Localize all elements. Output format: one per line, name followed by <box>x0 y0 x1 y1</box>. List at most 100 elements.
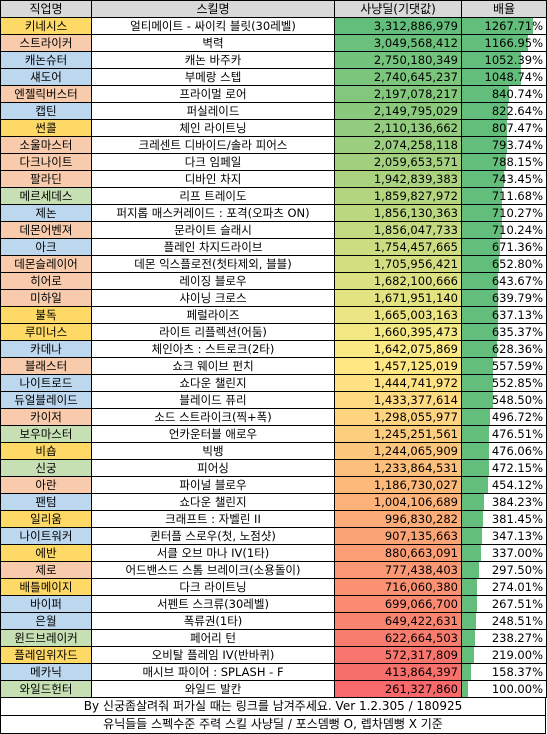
job-name: 나이트워커 <box>0 527 92 545</box>
ratio-bar <box>462 681 468 697</box>
ratio-cell: 793.74% <box>461 136 547 154</box>
ratio-value: 807.47% <box>491 121 543 135</box>
skill-name: 언카운터블 애로우 <box>91 425 335 443</box>
ratio-cell: 639.79% <box>461 289 547 307</box>
skill-name: 쇼크 웨이브 펀치 <box>91 357 335 375</box>
damage-value: 649,422,631 <box>334 612 462 630</box>
damage-value: 1,942,839,383 <box>334 170 462 188</box>
ratio-bar <box>462 35 528 51</box>
ratio-value: 274.01% <box>491 580 543 594</box>
damage-value: 1,856,130,363 <box>334 204 462 222</box>
ratio-bar <box>462 154 507 170</box>
job-name: 썬콜 <box>0 119 92 137</box>
damage-value: 1,433,377,614 <box>334 391 462 409</box>
ratio-bar <box>462 664 471 680</box>
job-name: 팔라딘 <box>0 170 92 188</box>
ratio-value: 100.00% <box>491 682 543 696</box>
job-name: 윈드브레이커 <box>0 629 92 647</box>
damage-value: 1,859,827,972 <box>334 187 462 205</box>
job-name: 키네시스 <box>0 17 92 35</box>
skill-name: 크레센트 디바이드/솔라 피어스 <box>91 136 335 154</box>
ratio-value: 472.15% <box>491 461 543 475</box>
ratio-cell: 652.80% <box>461 255 547 273</box>
damage-value: 699,066,700 <box>334 595 462 613</box>
table-row: 데몬어벤져 문라이트 슬래시 1,856,047,733 710.24% <box>0 221 547 239</box>
table-row: 제로 어드밴스드 스톰 브레이크(소용돌이) 777,438,403 297.50% <box>0 561 547 579</box>
job-name: 엔젤릭버스터 <box>0 85 92 103</box>
ratio-cell: 100.00% <box>461 680 547 698</box>
table-row: 신궁 피어싱 1,233,864,531 472.15% <box>0 459 547 477</box>
ratio-bar <box>462 613 476 629</box>
ratio-cell: 628.36% <box>461 340 547 358</box>
ratio-cell: 248.51% <box>461 612 547 630</box>
ratio-value: 381.45% <box>491 512 543 526</box>
ratio-bar <box>462 596 478 612</box>
ratio-value: 822.64% <box>491 104 543 118</box>
ratio-bar <box>462 392 493 408</box>
job-name: 캐논슈터 <box>0 51 92 69</box>
skill-name: 크래프트 : 자벨린 II <box>91 510 335 528</box>
ratio-value: 476.06% <box>491 444 543 458</box>
ratio-value: 840.74% <box>491 87 543 101</box>
damage-value: 1,705,956,421 <box>334 255 462 273</box>
ratio-cell: 822.64% <box>461 102 547 120</box>
job-name: 미하일 <box>0 289 92 307</box>
ratio-bar <box>462 222 502 238</box>
ratio-value: 297.50% <box>491 563 543 577</box>
ratio-value: 158.37% <box>491 665 543 679</box>
ratio-bar <box>462 341 498 357</box>
ratio-cell: 710.24% <box>461 221 547 239</box>
job-name: 데몬어벤져 <box>0 221 92 239</box>
ratio-value: 238.27% <box>491 631 543 645</box>
table-row: 엔젤릭버스터 프라이멀 로어 2,197,078,217 840.74% <box>0 85 547 103</box>
job-name: 나이트로드 <box>0 374 92 392</box>
damage-value: 1,186,730,027 <box>334 476 462 494</box>
ratio-bar <box>462 52 522 68</box>
ratio-value: 793.74% <box>491 138 543 152</box>
skill-name: 파이널 블로우 <box>91 476 335 494</box>
table-row: 윈드브레이커 페어리 턴 622,664,503 238.27% <box>0 629 547 647</box>
skill-name: 리프 트레이도 <box>91 187 335 205</box>
damage-value: 996,830,282 <box>334 510 462 528</box>
damage-value: 1,665,003,163 <box>334 306 462 324</box>
skill-name: 쇼다운 챌린지 <box>91 374 335 392</box>
ratio-cell: 788.15% <box>461 153 547 171</box>
table-row: 루미너스 라이트 리플렉션(어둠) 1,660,395,473 635.37% <box>0 323 547 341</box>
ratio-cell: 337.00% <box>461 544 547 562</box>
skill-name: 퀸터플 스로우(첫, 노점샷) <box>91 527 335 545</box>
damage-value: 1,642,075,869 <box>334 340 462 358</box>
skill-name: 체인 라이트닝 <box>91 119 335 137</box>
table-row: 와일드헌터 와일드 발칸 261,327,860 100.00% <box>0 680 547 698</box>
ratio-value: 454.12% <box>491 478 543 492</box>
damage-value: 2,740,645,237 <box>334 68 462 86</box>
skill-name: 페어리 턴 <box>91 629 335 647</box>
ratio-cell: 219.00% <box>461 646 547 664</box>
ratio-value: 347.13% <box>491 529 543 543</box>
ratio-value: 671.36% <box>491 240 543 254</box>
ratio-cell: 1048.74% <box>461 68 547 86</box>
job-name: 메르세데스 <box>0 187 92 205</box>
ratio-bar <box>462 273 499 289</box>
ratio-bar <box>462 86 510 102</box>
ratio-bar <box>462 18 534 34</box>
ratio-bar <box>462 188 503 204</box>
job-name: 다크나이트 <box>0 153 92 171</box>
table-row: 아크 플레인 차지드라이브 1,754,457,665 671.36% <box>0 238 547 256</box>
header-skill: 스킬명 <box>91 0 335 18</box>
job-name: 일리움 <box>0 510 92 528</box>
skill-name: 소드 스트라이크(찍+폭) <box>91 408 335 426</box>
damage-value: 3,312,886,979 <box>334 17 462 35</box>
ratio-bar <box>462 409 490 425</box>
job-name: 루미너스 <box>0 323 92 341</box>
table-row: 카데나 체인아츠 : 스트로크(2타) 1,642,075,869 628.36% <box>0 340 547 358</box>
ratio-cell: 1052.39% <box>461 51 547 69</box>
header-job: 직업명 <box>0 0 92 18</box>
table-row: 썬콜 체인 라이트닝 2,110,136,662 807.47% <box>0 119 547 137</box>
damage-value: 2,149,795,029 <box>334 102 462 120</box>
table-row: 나이트로드 쇼다운 챌린지 1,444,741,972 552.85% <box>0 374 547 392</box>
damage-value: 2,059,653,571 <box>334 153 462 171</box>
job-name: 메카닉 <box>0 663 92 681</box>
damage-value: 1,444,741,972 <box>334 374 462 392</box>
damage-value: 777,438,403 <box>334 561 462 579</box>
skill-name: 어드밴스드 스톰 브레이크(소용돌이) <box>91 561 335 579</box>
